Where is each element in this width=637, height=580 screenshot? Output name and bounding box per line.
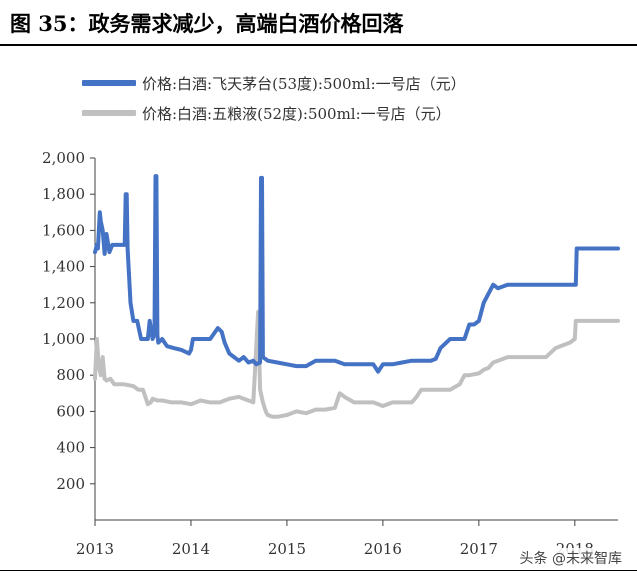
y-tick-label: 1,800 [42,185,85,203]
bottom-rule [0,570,637,571]
y-tick-label: 1,000 [42,330,85,348]
x-tick-label: 2013 [76,540,114,558]
legend-swatch-series-1 [82,80,136,86]
y-tick-label: 400 [56,439,85,457]
series-line-wuliangye [93,309,620,419]
y-tick-label: 800 [56,366,85,384]
legend: 价格:白酒:飞天茅台(53度):500ml:一号店（元） 价格:白酒:五粮液(5… [82,68,622,128]
legend-item-series-2: 价格:白酒:五粮液(52度):500ml:一号店（元） [82,98,622,128]
watermark: 头条 @未来智库 [516,548,625,568]
x-tick-label: 2014 [172,540,210,558]
legend-item-series-1: 价格:白酒:飞天茅台(53度):500ml:一号店（元） [82,68,622,98]
series-line-moutai [93,174,620,374]
figure-title: 图 35：政务需求减少，高端白酒价格回落 [10,11,404,36]
y-tick-label: 1,400 [42,258,85,276]
x-axis: 201320142015201620172018 [76,519,618,558]
y-tick-label: 200 [56,475,85,493]
x-tick-label: 2015 [268,540,306,558]
legend-label-series-1: 价格:白酒:飞天茅台(53度):500ml:一号店（元） [142,74,466,93]
x-tick-label: 2016 [364,540,402,558]
y-tick-label: 1,200 [42,294,85,312]
title-rule [0,44,637,46]
y-tick-label: 1,600 [42,221,85,239]
y-tick-label: 600 [56,402,85,420]
y-axis: 200 400 600 800 1,000 1,200 1,400 1,600 1,800 2,0… [42,149,96,520]
x-tick-label: 2017 [460,540,498,558]
y-tick-label: 2,000 [42,149,85,167]
series-lines [93,174,620,419]
legend-label-series-2: 价格:白酒:五粮液(52度):500ml:一号店（元） [142,104,451,123]
legend-swatch-series-2 [82,110,136,116]
